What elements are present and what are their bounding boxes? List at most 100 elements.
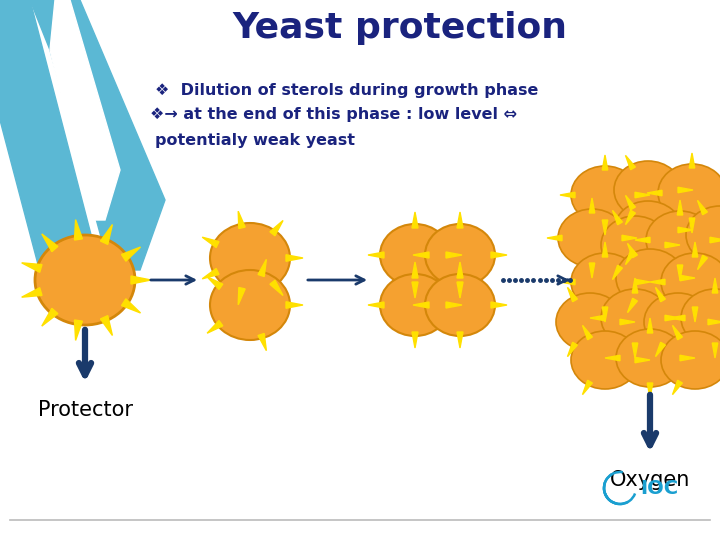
Ellipse shape (614, 161, 682, 219)
Polygon shape (258, 334, 266, 350)
Ellipse shape (601, 216, 669, 274)
Polygon shape (650, 279, 665, 285)
Polygon shape (491, 302, 507, 308)
Ellipse shape (646, 211, 714, 269)
Polygon shape (74, 220, 82, 240)
Ellipse shape (210, 270, 290, 340)
Ellipse shape (661, 253, 720, 311)
Polygon shape (665, 242, 680, 248)
Ellipse shape (644, 293, 712, 351)
Polygon shape (672, 326, 683, 340)
Polygon shape (582, 380, 593, 395)
Ellipse shape (380, 224, 450, 286)
Polygon shape (647, 190, 662, 195)
Polygon shape (270, 280, 283, 295)
Ellipse shape (686, 206, 720, 264)
Polygon shape (628, 244, 637, 258)
Polygon shape (602, 242, 608, 257)
Polygon shape (655, 342, 665, 356)
Polygon shape (122, 247, 140, 261)
Ellipse shape (556, 293, 624, 351)
Polygon shape (647, 383, 653, 398)
Polygon shape (202, 237, 219, 247)
Ellipse shape (571, 331, 639, 389)
Text: potentialy weak yeast: potentialy weak yeast (155, 132, 355, 147)
Ellipse shape (571, 166, 639, 224)
Text: Yeast protection: Yeast protection (233, 11, 567, 45)
Polygon shape (560, 279, 575, 285)
Polygon shape (446, 302, 462, 308)
Polygon shape (626, 156, 635, 170)
Polygon shape (238, 287, 245, 305)
Polygon shape (626, 195, 635, 210)
Polygon shape (368, 302, 384, 308)
Polygon shape (680, 275, 695, 281)
Polygon shape (50, 0, 120, 220)
Polygon shape (0, 0, 95, 310)
Polygon shape (635, 237, 650, 243)
Polygon shape (101, 316, 112, 335)
Polygon shape (689, 153, 695, 168)
Polygon shape (131, 276, 151, 284)
Polygon shape (632, 343, 638, 358)
Polygon shape (678, 187, 693, 193)
Polygon shape (457, 212, 463, 228)
Polygon shape (491, 252, 507, 258)
Polygon shape (670, 315, 685, 321)
Polygon shape (368, 252, 384, 258)
Polygon shape (710, 237, 720, 243)
Polygon shape (122, 299, 140, 313)
Polygon shape (42, 234, 58, 252)
Polygon shape (457, 332, 463, 348)
Ellipse shape (425, 224, 495, 286)
Polygon shape (101, 225, 112, 245)
Polygon shape (22, 263, 42, 272)
Ellipse shape (616, 249, 684, 307)
Ellipse shape (558, 209, 626, 267)
Polygon shape (457, 282, 463, 298)
Text: Oxygen: Oxygen (610, 470, 690, 490)
Polygon shape (42, 308, 58, 326)
Polygon shape (567, 342, 577, 356)
Polygon shape (655, 287, 665, 302)
Polygon shape (712, 343, 718, 358)
Polygon shape (680, 355, 695, 361)
Polygon shape (712, 278, 718, 293)
Polygon shape (547, 235, 562, 241)
Text: ❖  Dilution of sterols during growth phase: ❖ Dilution of sterols during growth phas… (155, 83, 539, 98)
Text: IOC: IOC (640, 478, 678, 497)
Polygon shape (238, 211, 245, 228)
Polygon shape (620, 319, 635, 325)
Ellipse shape (425, 274, 495, 336)
Polygon shape (692, 242, 698, 257)
Polygon shape (678, 265, 683, 280)
Polygon shape (457, 262, 463, 278)
Polygon shape (207, 321, 222, 333)
Ellipse shape (661, 331, 720, 389)
Polygon shape (689, 218, 695, 233)
Text: ❖→ at the end of this phase : low level ⇔: ❖→ at the end of this phase : low level … (150, 107, 517, 123)
Ellipse shape (380, 274, 450, 336)
Polygon shape (613, 211, 622, 225)
Polygon shape (665, 315, 680, 321)
Polygon shape (626, 250, 635, 265)
Polygon shape (412, 262, 418, 278)
Polygon shape (708, 319, 720, 325)
Polygon shape (632, 278, 638, 293)
Ellipse shape (571, 253, 639, 311)
Polygon shape (286, 302, 303, 308)
Polygon shape (692, 307, 698, 322)
Polygon shape (602, 220, 608, 235)
Polygon shape (626, 210, 635, 225)
Polygon shape (589, 198, 595, 213)
Polygon shape (672, 380, 683, 395)
Ellipse shape (35, 235, 135, 325)
Text: Protector: Protector (37, 400, 132, 420)
Polygon shape (635, 279, 650, 285)
Polygon shape (613, 265, 622, 280)
Ellipse shape (601, 289, 669, 347)
Polygon shape (258, 259, 266, 276)
Polygon shape (412, 332, 418, 348)
Polygon shape (560, 192, 575, 198)
Polygon shape (207, 277, 222, 289)
